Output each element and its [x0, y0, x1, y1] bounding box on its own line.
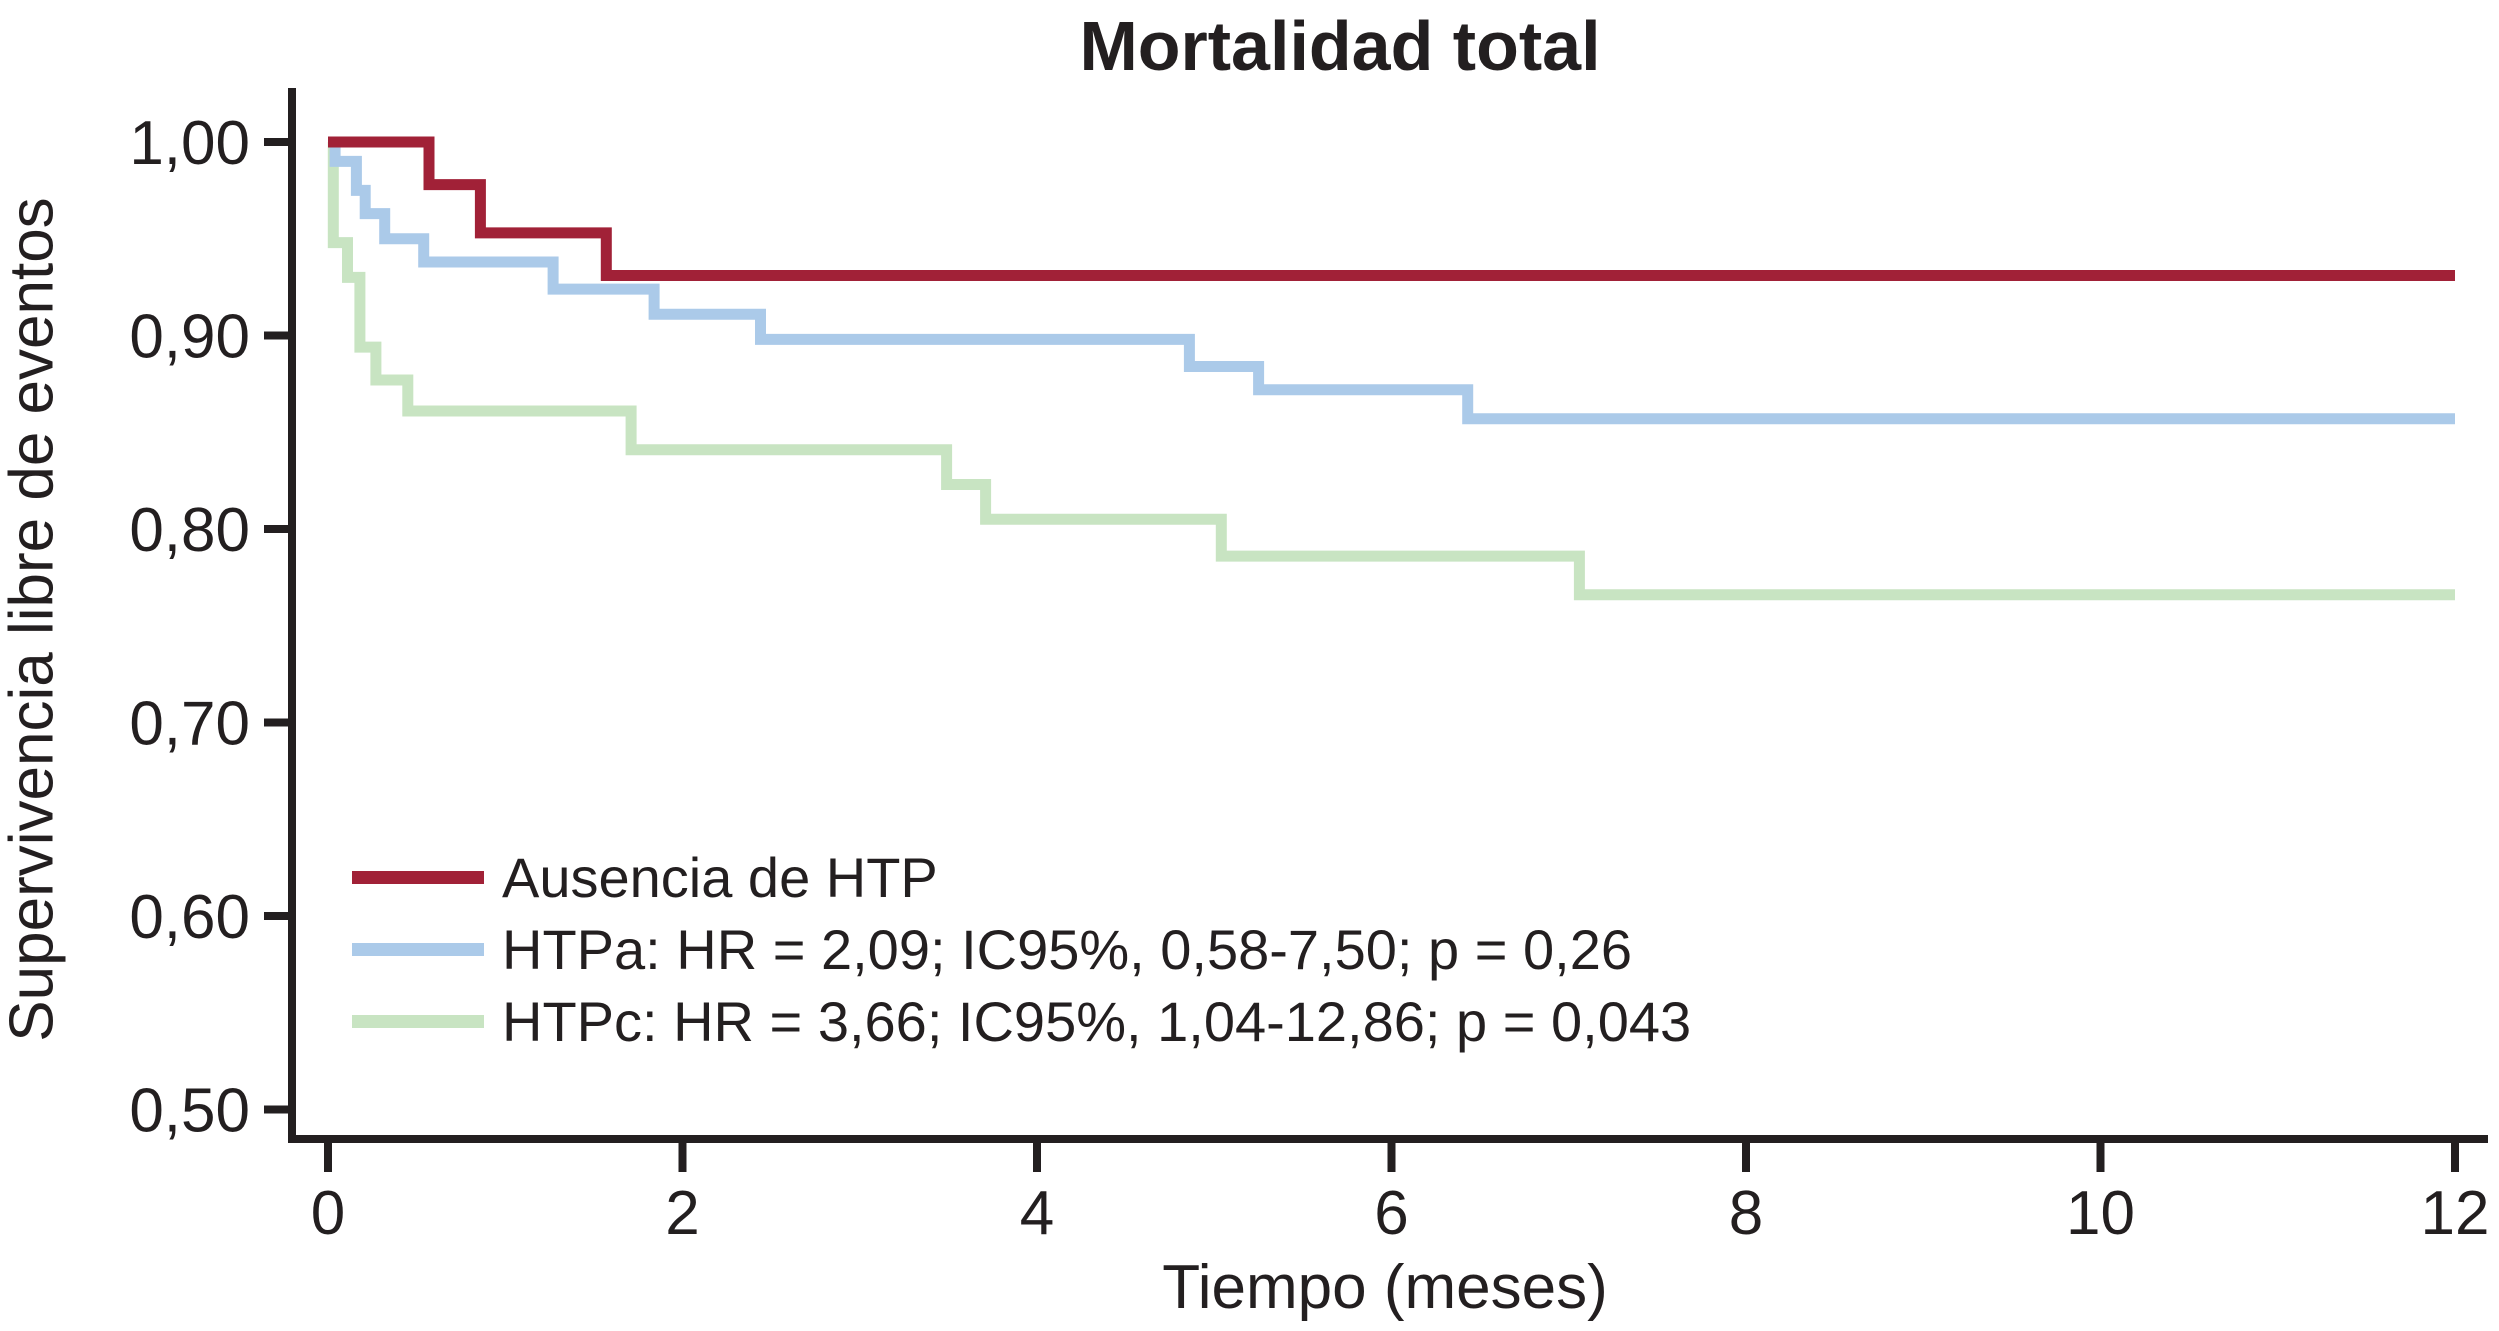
- y-tick-label: 0,90: [129, 303, 250, 372]
- legend: Ausencia de HTP HTPa: HR = 2,09; IC95%, 0…: [352, 841, 1691, 1057]
- x-tick-label: 2: [665, 1179, 699, 1248]
- legend-row-ausencia-de-htp: Ausencia de HTP: [352, 841, 1691, 913]
- series-curve-ausencia-de-htp: [328, 136, 2455, 281]
- legend-swatch: [352, 870, 484, 884]
- series-curve-htpc: [327, 136, 2455, 601]
- x-tick-label: 0: [311, 1179, 345, 1248]
- legend-label: Ausencia de HTP: [502, 845, 938, 909]
- y-tick-label: 0,60: [129, 883, 250, 952]
- x-axis-label: Tiempo (meses): [1162, 1253, 1608, 1322]
- legend-label: HTPc: HR = 3,66; IC95%, 1,04-12,86; p = …: [502, 989, 1692, 1053]
- chart-title: Mortalidad total: [1079, 7, 1601, 85]
- legend-label: HTPa: HR = 2,09; IC95%, 0,58-7,50; p = 0…: [502, 917, 1632, 981]
- y-tick-label: 1,00: [129, 109, 250, 178]
- y-tick-label: 0,80: [129, 496, 250, 565]
- series-curve-htpa: [328, 136, 2455, 425]
- x-tick-label: 12: [2421, 1179, 2490, 1248]
- legend-row-htpc: HTPc: HR = 3,66; IC95%, 1,04-12,86; p = …: [352, 985, 1691, 1057]
- legend-swatch: [352, 1014, 484, 1028]
- legend-swatch: [352, 942, 484, 956]
- y-tick-label: 0,50: [129, 1077, 250, 1146]
- x-tick-label: 10: [2066, 1179, 2135, 1248]
- legend-row-htpa: HTPa: HR = 2,09; IC95%, 0,58-7,50; p = 0…: [352, 913, 1691, 985]
- x-tick-label: 6: [1374, 1179, 1408, 1248]
- x-tick-label: 8: [1729, 1179, 1763, 1248]
- y-tick-label: 0,70: [129, 690, 250, 759]
- x-tick-label: 4: [1020, 1179, 1054, 1248]
